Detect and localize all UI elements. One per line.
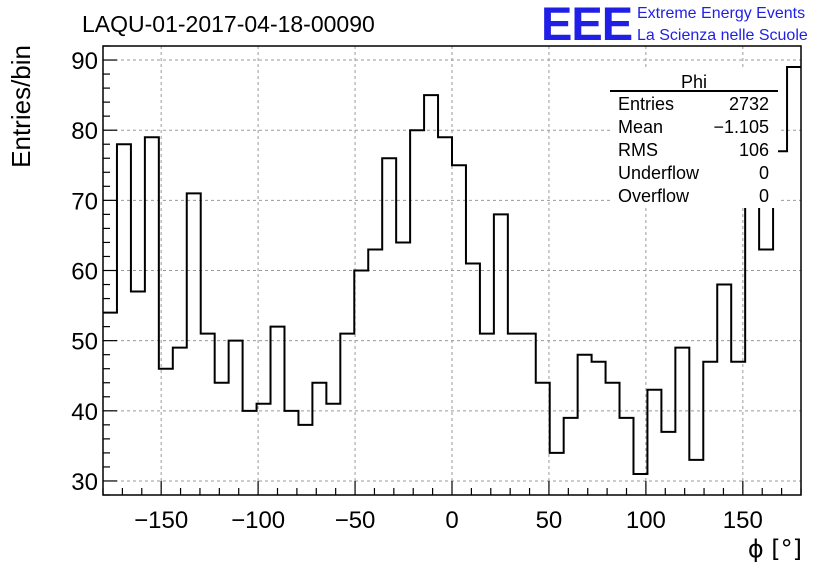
histogram-bin — [731, 362, 745, 495]
histogram-bin — [606, 383, 620, 495]
y-tick-label: 40 — [71, 399, 98, 426]
histogram-bin — [466, 263, 480, 495]
x-tick-label: −50 — [335, 507, 376, 534]
x-tick-label: 150 — [723, 507, 763, 534]
histogram-bin — [354, 271, 368, 496]
histogram-outline — [103, 66, 801, 475]
histogram-bin — [522, 334, 536, 495]
histogram-bin — [131, 292, 145, 495]
logo-line-1: Extreme Energy Events — [637, 5, 805, 22]
histogram-bin — [424, 95, 438, 495]
histogram-bin — [703, 362, 717, 495]
histogram-bin — [340, 334, 354, 495]
histogram-bin — [173, 348, 187, 495]
histogram-bin — [689, 460, 703, 495]
x-tick-label: −100 — [231, 507, 285, 534]
histogram-bin — [201, 334, 215, 495]
tick-layer — [102, 45, 802, 496]
histogram-bin — [382, 158, 396, 495]
histogram-bin — [243, 411, 257, 495]
stats-label: Entries — [618, 94, 674, 114]
histogram-bin — [271, 327, 285, 495]
histogram-bin — [229, 341, 243, 495]
eee-logo: EEE Extreme Energy Events La Scienza nel… — [541, 0, 808, 50]
histogram-bin — [578, 355, 592, 495]
histogram-bin — [536, 383, 550, 495]
histogram-bin — [159, 369, 173, 495]
histogram-bin — [452, 165, 466, 495]
stats-rows: Entries 2732 Mean −1.105 RMS 106 Underflow 0 Ove… — [618, 94, 769, 206]
histogram-bin — [787, 67, 801, 495]
stats-label: Mean — [618, 117, 663, 137]
histogram-bin — [661, 432, 675, 495]
y-tick-label: 80 — [71, 118, 98, 145]
logo-mark: EEE — [541, 0, 632, 50]
x-tick-labels: −150 −100 −50 0 50 100 150 — [134, 507, 763, 534]
stats-label: Underflow — [618, 163, 700, 183]
histogram-bin — [215, 383, 229, 495]
histogram-bin — [145, 137, 159, 495]
histogram-bin — [312, 383, 326, 495]
y-tick-labels: 30 40 50 60 70 80 90 — [71, 48, 98, 496]
y-tick-label: 70 — [71, 188, 98, 215]
x-tick-label: 50 — [536, 507, 563, 534]
stats-value: 0 — [759, 163, 769, 183]
histogram-bin — [103, 313, 117, 495]
x-tick-label: 100 — [626, 507, 666, 534]
stats-value: 106 — [739, 140, 769, 160]
histogram-bin — [326, 404, 340, 495]
histogram-bin — [396, 242, 410, 495]
histogram-bin — [647, 390, 661, 495]
y-tick-label: 90 — [71, 48, 98, 75]
stats-value: −1.105 — [713, 117, 769, 137]
histogram-bin — [759, 249, 773, 495]
histogram-bin — [745, 179, 759, 495]
histogram-bin — [592, 362, 606, 495]
y-tick-label: 60 — [71, 259, 98, 286]
y-axis-label: Entries/bin — [6, 45, 36, 168]
stats-label: Overflow — [618, 186, 690, 206]
histogram-bin — [284, 411, 298, 495]
histogram-layer — [103, 66, 801, 496]
histogram-bin — [675, 348, 689, 495]
histogram-bin — [368, 249, 382, 495]
stats-value: 0 — [759, 186, 769, 206]
stats-box-title: Phi — [681, 72, 707, 92]
y-tick-label: 30 — [71, 469, 98, 496]
histogram-bin — [717, 285, 731, 495]
histogram-bin — [438, 137, 452, 495]
histogram-bin — [550, 453, 564, 495]
stats-value: 2732 — [729, 94, 769, 114]
histogram-bin — [187, 193, 201, 495]
histogram-bin — [117, 144, 131, 495]
stats-box: Phi Entries 2732 Mean −1.105 RMS 106 Underflow… — [610, 70, 778, 208]
histogram-bin — [508, 334, 522, 495]
histogram-bin — [494, 214, 508, 495]
stats-label: RMS — [618, 140, 658, 160]
x-tick-label: −150 — [134, 507, 188, 534]
histogram-bin — [410, 130, 424, 495]
chart-title: LAQU-01-2017-04-18-00090 — [82, 11, 375, 37]
y-tick-label: 50 — [71, 329, 98, 356]
stats-box-background — [610, 70, 778, 208]
histogram-bin — [480, 334, 494, 495]
histogram-bin — [298, 425, 312, 495]
x-tick-label: 0 — [445, 507, 458, 534]
x-axis-label: ϕ [°] — [748, 535, 802, 563]
histogram-bin — [564, 418, 578, 495]
histogram-bin — [620, 418, 634, 495]
logo-line-2: La Scienza nelle Scuole — [637, 27, 808, 44]
